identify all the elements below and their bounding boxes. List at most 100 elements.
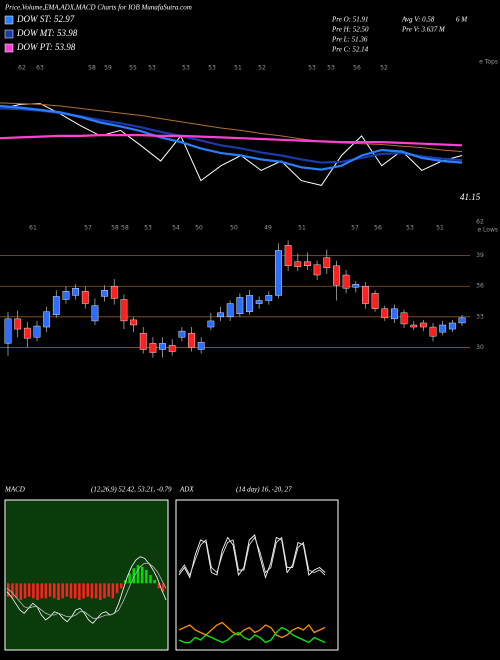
low-label: 61 <box>29 225 37 232</box>
histogram-bar <box>161 583 165 592</box>
candle-body <box>226 303 234 318</box>
candle-body <box>255 300 263 304</box>
candle-body <box>265 295 273 301</box>
candle-body <box>390 308 398 320</box>
lows-label: e Lows <box>477 227 498 234</box>
histogram-bar <box>7 583 10 597</box>
y-tick-label: 33 <box>476 313 484 320</box>
top-label: 56 <box>353 65 361 72</box>
low-label: 54 <box>172 225 180 232</box>
candle-body <box>371 293 379 309</box>
panel <box>175 499 339 651</box>
histogram-bar <box>132 568 136 584</box>
adx-line <box>178 536 326 577</box>
top-label: 52 <box>258 65 266 72</box>
candle-body <box>23 327 31 339</box>
line-series <box>0 134 463 147</box>
candle-body <box>246 295 253 312</box>
histogram-bar <box>40 583 43 599</box>
top-label: 53 <box>208 65 216 72</box>
candle-body <box>149 343 157 353</box>
candle-body <box>284 245 292 267</box>
low-label: 58 <box>111 225 119 232</box>
histogram-bar <box>65 583 69 597</box>
histogram-bar <box>149 575 152 584</box>
histogram-bar <box>57 583 60 600</box>
candle-body <box>188 332 195 348</box>
histogram-bar <box>19 583 23 600</box>
candle-body <box>81 291 89 304</box>
histogram-bar <box>157 583 161 589</box>
candle-body <box>236 297 244 314</box>
histogram-bar <box>69 583 73 599</box>
legend-swatch <box>4 29 14 39</box>
low-label: 51 <box>436 225 444 232</box>
top-label: 58 <box>88 65 96 72</box>
histogram-bar <box>61 583 64 599</box>
candle-body <box>342 274 350 289</box>
candle-body <box>304 261 311 267</box>
candle-body <box>101 290 108 297</box>
y-tick-label: 36 <box>476 283 484 290</box>
candle-body <box>410 324 418 328</box>
macd-line <box>6 562 167 619</box>
histogram-bar <box>82 583 85 599</box>
histogram-bar <box>140 566 144 584</box>
histogram-bar <box>36 583 39 600</box>
top-label: 59 <box>104 65 112 72</box>
histogram-bar <box>11 583 14 599</box>
histogram-bar <box>90 583 94 599</box>
histogram-bar <box>99 583 102 600</box>
panel-subtitle: (14 day) 16, -20, 27 <box>236 486 292 494</box>
info-text: Pre L: 51.36 <box>331 36 368 44</box>
histogram-bar <box>86 583 90 597</box>
top-label: 53 <box>148 65 156 72</box>
candle-body <box>62 291 70 300</box>
histogram-bar <box>119 583 123 589</box>
top-label: 53 <box>308 65 316 72</box>
histogram-bar <box>48 583 52 597</box>
histogram-bar <box>111 583 115 599</box>
histogram-bar <box>32 583 35 599</box>
top-label: 52 <box>380 65 388 72</box>
histogram-bar <box>15 583 18 599</box>
histogram-bar <box>136 565 140 584</box>
candle-body <box>178 330 186 338</box>
top-label: 51 <box>234 65 242 72</box>
top-label: 55 <box>129 65 137 72</box>
info-text: 6 M <box>456 16 468 24</box>
candle-body <box>333 265 340 286</box>
candle-body <box>207 320 215 328</box>
panel-title: MACD <box>4 486 25 494</box>
y-tick-label: 39 <box>476 252 484 259</box>
low-label: 51 <box>298 225 306 232</box>
candle-body <box>91 305 99 322</box>
candle-body <box>429 326 437 337</box>
y-tick-label: 30 <box>476 344 484 351</box>
legend-swatch <box>4 15 14 25</box>
top-label: 62 <box>18 65 26 72</box>
candle-body <box>4 318 12 344</box>
macd-line <box>6 556 167 624</box>
low-label: 50 <box>230 225 238 232</box>
info-text: Pre C: 52.14 <box>331 46 369 54</box>
histogram-bar <box>153 580 156 584</box>
candle-body <box>43 311 51 328</box>
top-label: 63 <box>36 65 44 72</box>
adx-line <box>178 626 326 644</box>
histogram-bar <box>115 583 119 594</box>
line-series <box>0 102 463 153</box>
info-text: Pre H: 52.50 <box>331 26 369 34</box>
legend-label: DOW PT: 53.98 <box>16 42 76 52</box>
candle-body <box>110 286 118 299</box>
low-label: 57 <box>351 225 359 232</box>
panel <box>4 499 169 651</box>
low-label: 57 <box>84 225 92 232</box>
candle-body <box>313 264 321 276</box>
candle-body <box>400 312 408 325</box>
histogram-bar <box>107 583 110 597</box>
candle-body <box>448 322 456 330</box>
candle-body <box>197 342 205 350</box>
info-text: Pre O: 51.91 <box>331 16 368 24</box>
